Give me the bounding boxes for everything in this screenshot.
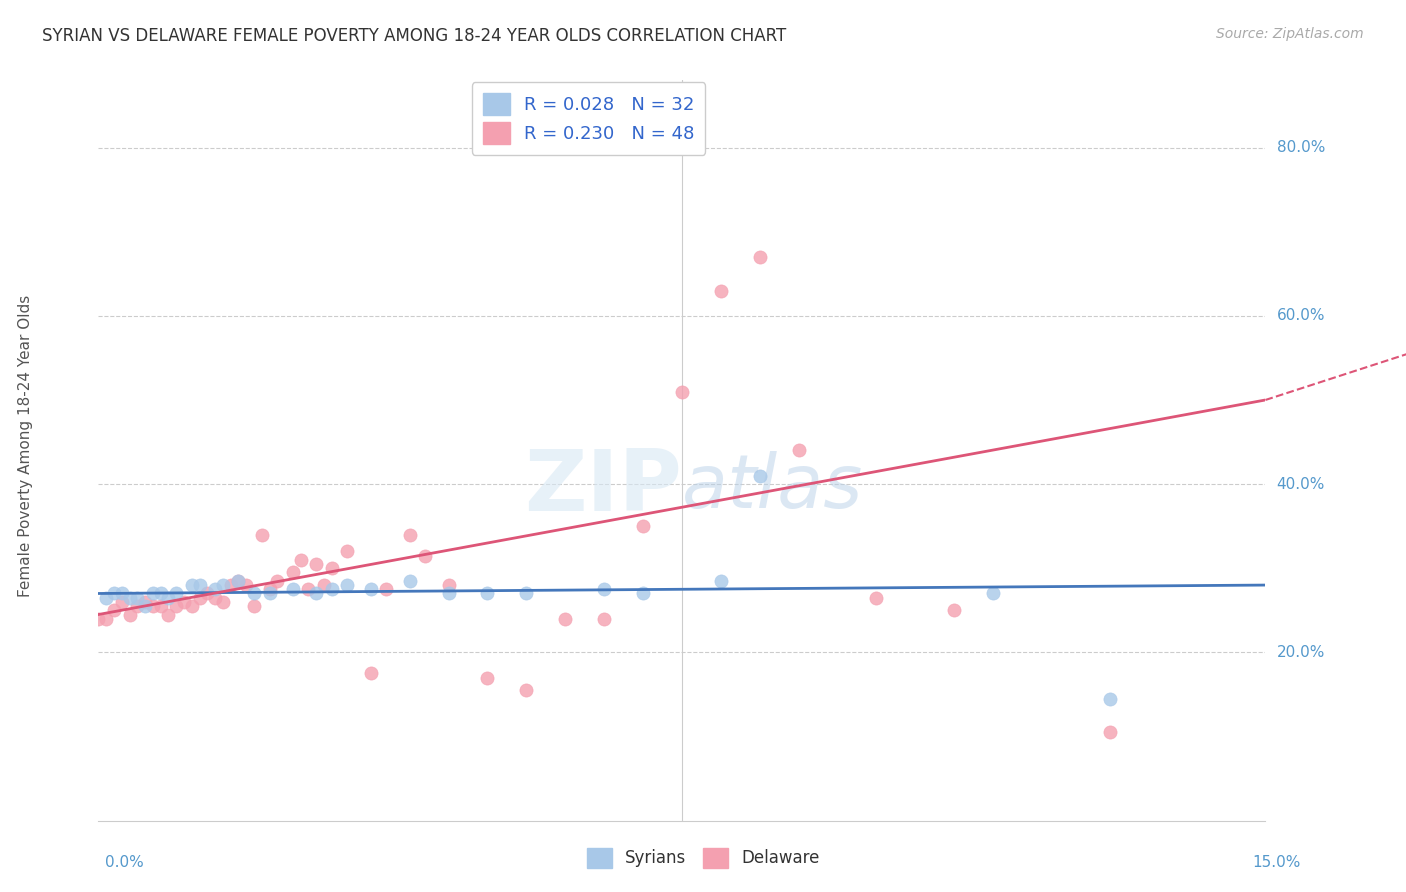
Point xyxy=(305,557,328,571)
Text: SYRIAN VS DELAWARE FEMALE POVERTY AMONG 18-24 YEAR OLDS CORRELATION CHART: SYRIAN VS DELAWARE FEMALE POVERTY AMONG … xyxy=(42,27,786,45)
Point xyxy=(710,574,733,588)
Text: 80.0%: 80.0% xyxy=(1277,140,1324,155)
Point xyxy=(981,586,1004,600)
Point xyxy=(96,612,118,626)
Point xyxy=(142,599,165,613)
Point xyxy=(671,384,693,399)
Point xyxy=(157,591,180,605)
Point xyxy=(87,612,110,626)
Point xyxy=(228,574,250,588)
Point xyxy=(235,578,257,592)
Point xyxy=(219,578,242,592)
Point xyxy=(710,284,733,298)
Point xyxy=(212,595,235,609)
Point xyxy=(1098,691,1121,706)
Point xyxy=(865,591,887,605)
Text: 20.0%: 20.0% xyxy=(1277,645,1324,660)
Point xyxy=(118,607,141,622)
Point xyxy=(259,582,281,597)
Text: 40.0%: 40.0% xyxy=(1277,476,1324,491)
Point xyxy=(437,586,460,600)
Point xyxy=(118,591,141,605)
Point xyxy=(103,603,125,617)
Point xyxy=(398,574,420,588)
Point xyxy=(250,527,273,541)
Point xyxy=(142,586,165,600)
Point xyxy=(748,468,770,483)
Point xyxy=(266,574,288,588)
Text: 0.0%: 0.0% xyxy=(105,855,145,870)
Text: atlas: atlas xyxy=(682,451,863,524)
Point xyxy=(103,586,125,600)
Point xyxy=(1098,725,1121,739)
Point xyxy=(336,578,359,592)
Text: ZIP: ZIP xyxy=(524,446,682,529)
Point xyxy=(631,519,654,533)
Point xyxy=(281,582,304,597)
Point xyxy=(149,586,172,600)
Point xyxy=(212,578,235,592)
Point xyxy=(297,582,319,597)
Legend: R = 0.028   N = 32, R = 0.230   N = 48: R = 0.028 N = 32, R = 0.230 N = 48 xyxy=(472,82,706,155)
Point xyxy=(398,527,420,541)
Point xyxy=(787,443,810,458)
Point xyxy=(515,586,537,600)
Point xyxy=(96,591,118,605)
Point xyxy=(180,578,202,592)
Point xyxy=(165,599,187,613)
Point xyxy=(204,591,226,605)
Point xyxy=(173,595,195,609)
Point xyxy=(554,612,576,626)
Point xyxy=(188,578,211,592)
Point xyxy=(134,595,156,609)
Legend: Syrians, Delaware: Syrians, Delaware xyxy=(579,841,827,875)
Point xyxy=(748,250,770,264)
Point xyxy=(336,544,359,558)
Point xyxy=(204,582,226,597)
Point xyxy=(111,595,134,609)
Point xyxy=(165,586,187,600)
Point xyxy=(321,582,343,597)
Point xyxy=(943,603,966,617)
Point xyxy=(437,578,460,592)
Point xyxy=(305,586,328,600)
Text: 15.0%: 15.0% xyxy=(1253,855,1301,870)
Point xyxy=(188,591,211,605)
Point xyxy=(111,586,134,600)
Point xyxy=(195,586,218,600)
Point xyxy=(243,599,266,613)
Point xyxy=(360,582,382,597)
Point xyxy=(290,553,312,567)
Text: 60.0%: 60.0% xyxy=(1277,309,1324,323)
Text: Female Poverty Among 18-24 Year Olds: Female Poverty Among 18-24 Year Olds xyxy=(18,295,32,597)
Point xyxy=(259,586,281,600)
Point xyxy=(360,666,382,681)
Point xyxy=(281,566,304,580)
Text: Source: ZipAtlas.com: Source: ZipAtlas.com xyxy=(1216,27,1364,41)
Point xyxy=(593,612,616,626)
Point xyxy=(515,683,537,698)
Point xyxy=(477,586,499,600)
Point xyxy=(127,599,149,613)
Point xyxy=(593,582,616,597)
Point xyxy=(631,586,654,600)
Point xyxy=(321,561,343,575)
Point xyxy=(243,586,266,600)
Point xyxy=(312,578,335,592)
Point xyxy=(149,599,172,613)
Point xyxy=(134,599,156,613)
Point xyxy=(157,607,180,622)
Point xyxy=(228,574,250,588)
Point xyxy=(375,582,398,597)
Point xyxy=(180,599,202,613)
Point xyxy=(477,671,499,685)
Point xyxy=(127,591,149,605)
Point xyxy=(413,549,436,563)
